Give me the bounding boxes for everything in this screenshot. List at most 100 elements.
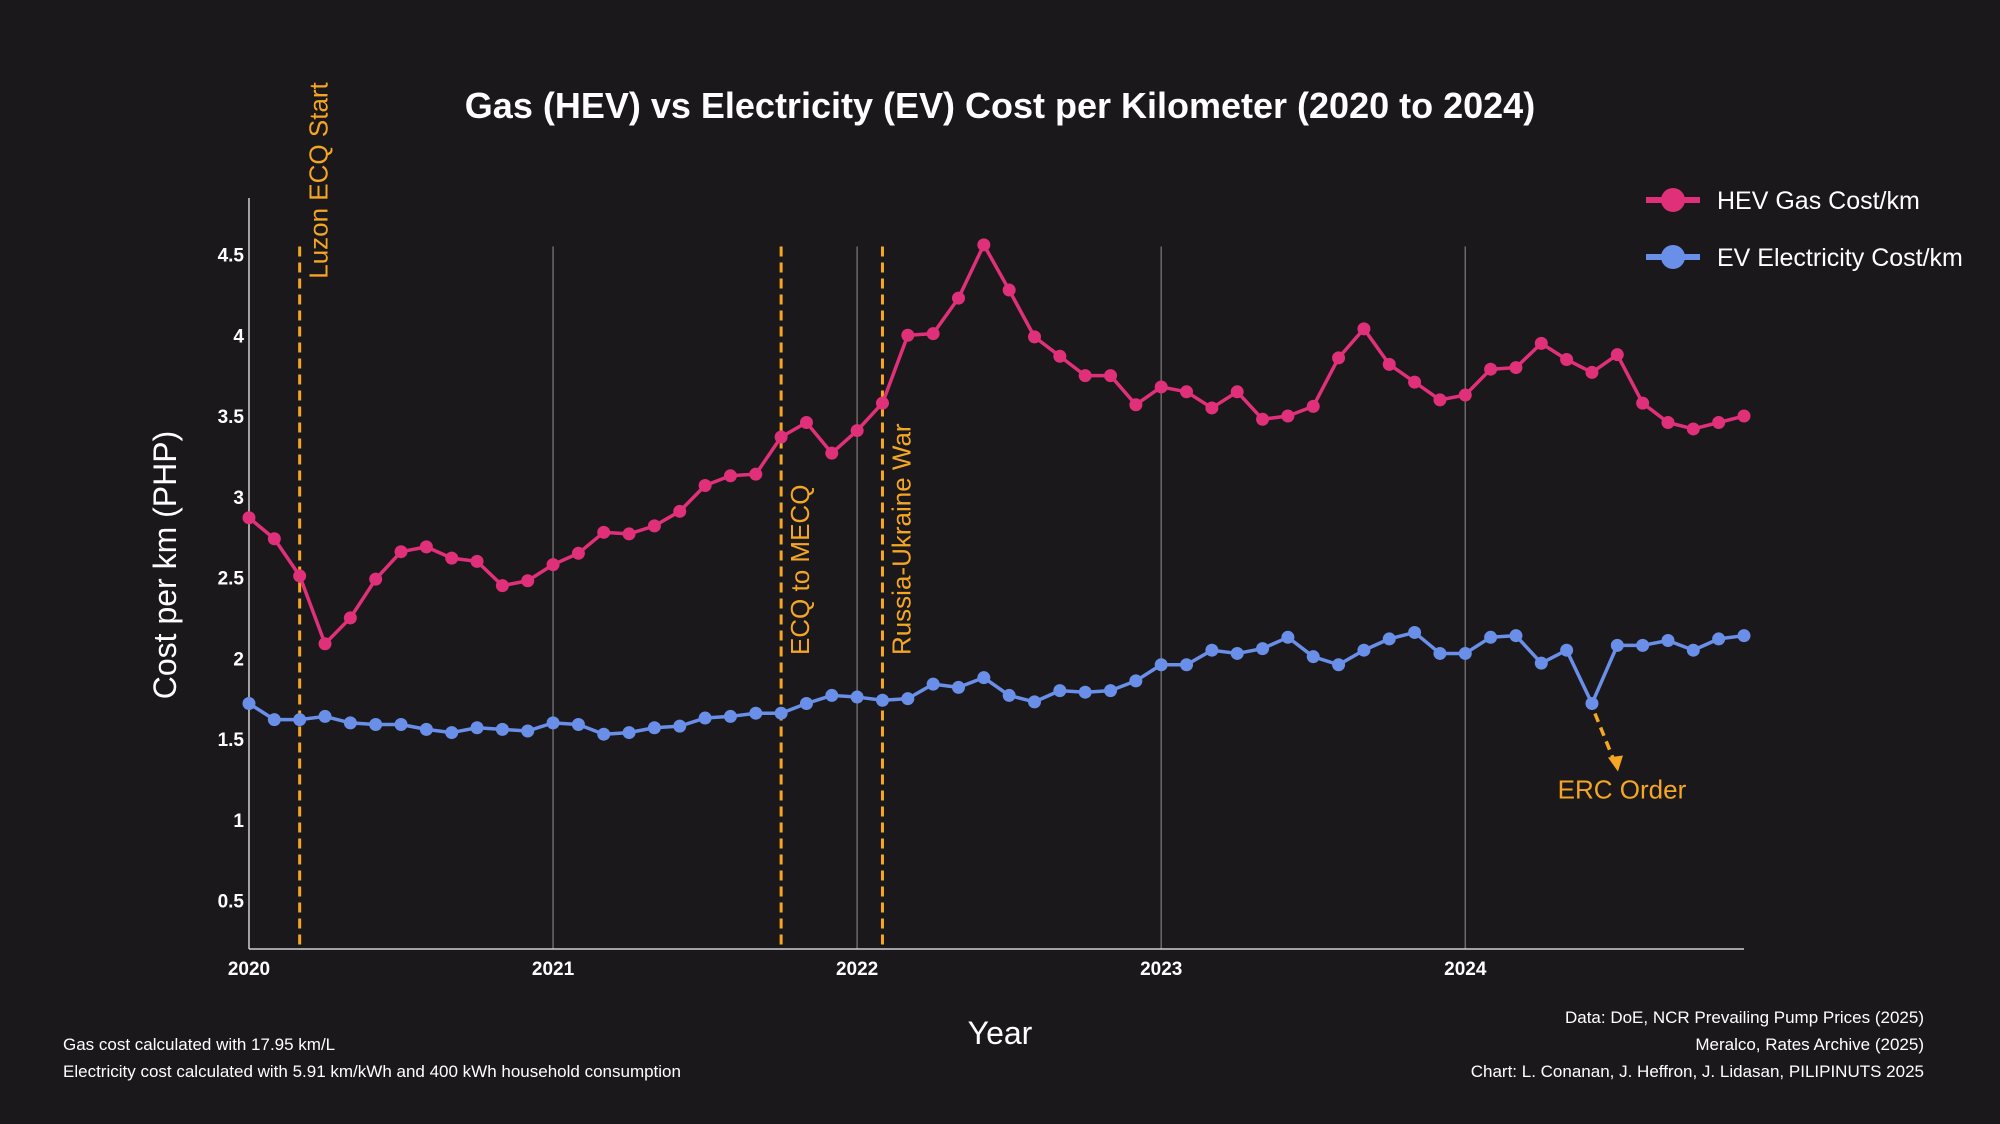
data-point-0[interactable] <box>622 527 636 541</box>
data-point-1[interactable] <box>1180 658 1194 672</box>
data-point-0[interactable] <box>1028 330 1042 344</box>
data-point-0[interactable] <box>1585 365 1599 379</box>
data-point-1[interactable] <box>926 677 940 691</box>
data-point-1[interactable] <box>875 693 889 707</box>
data-point-0[interactable] <box>1256 412 1270 426</box>
data-point-1[interactable] <box>1408 625 1422 639</box>
data-point-1[interactable] <box>749 706 763 720</box>
data-point-1[interactable] <box>1534 656 1548 670</box>
data-point-0[interactable] <box>977 238 991 252</box>
data-point-1[interactable] <box>394 718 408 732</box>
data-point-1[interactable] <box>242 697 256 711</box>
data-point-0[interactable] <box>1382 357 1396 371</box>
data-point-1[interactable] <box>1332 658 1346 672</box>
data-point-0[interactable] <box>293 569 307 583</box>
data-point-1[interactable] <box>597 727 611 741</box>
data-point-1[interactable] <box>1661 634 1675 648</box>
data-point-0[interactable] <box>901 328 915 342</box>
data-point-1[interactable] <box>470 721 484 735</box>
data-point-1[interactable] <box>1205 643 1219 657</box>
data-point-0[interactable] <box>1560 353 1574 367</box>
data-point-0[interactable] <box>1104 369 1118 383</box>
data-point-1[interactable] <box>1306 650 1320 664</box>
data-point-1[interactable] <box>1686 643 1700 657</box>
data-point-1[interactable] <box>1281 630 1295 644</box>
data-point-1[interactable] <box>1560 643 1574 657</box>
data-point-0[interactable] <box>774 430 788 444</box>
data-point-0[interactable] <box>343 611 357 625</box>
data-point-0[interactable] <box>673 504 687 518</box>
data-point-1[interactable] <box>521 724 535 738</box>
data-point-0[interactable] <box>850 424 864 438</box>
data-point-1[interactable] <box>1458 646 1472 660</box>
data-point-1[interactable] <box>445 726 459 740</box>
data-point-0[interactable] <box>1002 283 1016 297</box>
data-point-0[interactable] <box>1205 401 1219 415</box>
data-point-1[interactable] <box>318 709 332 723</box>
data-point-1[interactable] <box>1104 684 1118 698</box>
data-point-0[interactable] <box>698 478 712 492</box>
data-point-1[interactable] <box>723 709 737 723</box>
data-point-0[interactable] <box>799 415 813 429</box>
data-point-1[interactable] <box>293 713 307 727</box>
data-point-1[interactable] <box>1078 685 1092 699</box>
data-point-0[interactable] <box>394 545 408 559</box>
data-point-0[interactable] <box>723 469 737 483</box>
data-point-0[interactable] <box>318 637 332 651</box>
data-point-0[interactable] <box>495 579 509 593</box>
data-point-0[interactable] <box>1610 348 1624 362</box>
data-point-1[interactable] <box>267 713 281 727</box>
data-point-0[interactable] <box>875 396 889 410</box>
data-point-0[interactable] <box>1357 322 1371 336</box>
data-point-0[interactable] <box>951 291 965 305</box>
data-point-0[interactable] <box>369 572 383 586</box>
data-point-1[interactable] <box>1256 642 1270 656</box>
data-point-0[interactable] <box>419 540 433 554</box>
data-point-0[interactable] <box>1053 349 1067 363</box>
data-point-1[interactable] <box>799 697 813 711</box>
data-point-0[interactable] <box>1686 422 1700 436</box>
data-point-0[interactable] <box>1534 336 1548 350</box>
data-point-1[interactable] <box>850 690 864 704</box>
data-point-1[interactable] <box>825 688 839 702</box>
data-point-1[interactable] <box>1357 643 1371 657</box>
data-point-1[interactable] <box>419 722 433 736</box>
data-point-1[interactable] <box>495 722 509 736</box>
data-point-0[interactable] <box>597 525 611 539</box>
data-point-1[interactable] <box>901 692 915 706</box>
data-point-1[interactable] <box>951 680 965 694</box>
data-point-0[interactable] <box>1332 351 1346 365</box>
data-point-1[interactable] <box>1509 629 1523 643</box>
data-point-1[interactable] <box>977 671 991 685</box>
data-point-0[interactable] <box>926 327 940 341</box>
legend-item-ev[interactable]: EV Electricity Cost/km <box>1646 244 1963 272</box>
data-point-1[interactable] <box>1636 638 1650 652</box>
legend-item-hev[interactable]: HEV Gas Cost/km <box>1646 187 1920 215</box>
data-point-1[interactable] <box>1737 629 1751 643</box>
data-point-0[interactable] <box>1712 415 1726 429</box>
data-point-1[interactable] <box>343 716 357 730</box>
data-point-1[interactable] <box>369 718 383 732</box>
data-point-0[interactable] <box>1433 393 1447 407</box>
data-point-0[interactable] <box>1306 399 1320 413</box>
data-point-1[interactable] <box>1053 684 1067 698</box>
data-point-1[interactable] <box>1484 630 1498 644</box>
data-point-0[interactable] <box>1737 409 1751 423</box>
data-point-1[interactable] <box>1585 697 1599 711</box>
data-point-0[interactable] <box>546 558 560 572</box>
data-point-0[interactable] <box>445 551 459 565</box>
data-point-1[interactable] <box>1712 632 1726 646</box>
data-point-1[interactable] <box>546 716 560 730</box>
data-point-0[interactable] <box>1636 396 1650 410</box>
data-point-0[interactable] <box>1154 380 1168 394</box>
data-point-0[interactable] <box>571 546 585 560</box>
data-point-0[interactable] <box>825 446 839 460</box>
data-point-0[interactable] <box>1509 361 1523 375</box>
data-point-1[interactable] <box>571 718 585 732</box>
data-point-0[interactable] <box>521 574 535 588</box>
data-point-0[interactable] <box>1281 409 1295 423</box>
data-point-0[interactable] <box>1180 385 1194 399</box>
data-point-1[interactable] <box>774 706 788 720</box>
data-point-0[interactable] <box>1078 369 1092 383</box>
data-point-0[interactable] <box>647 519 661 533</box>
